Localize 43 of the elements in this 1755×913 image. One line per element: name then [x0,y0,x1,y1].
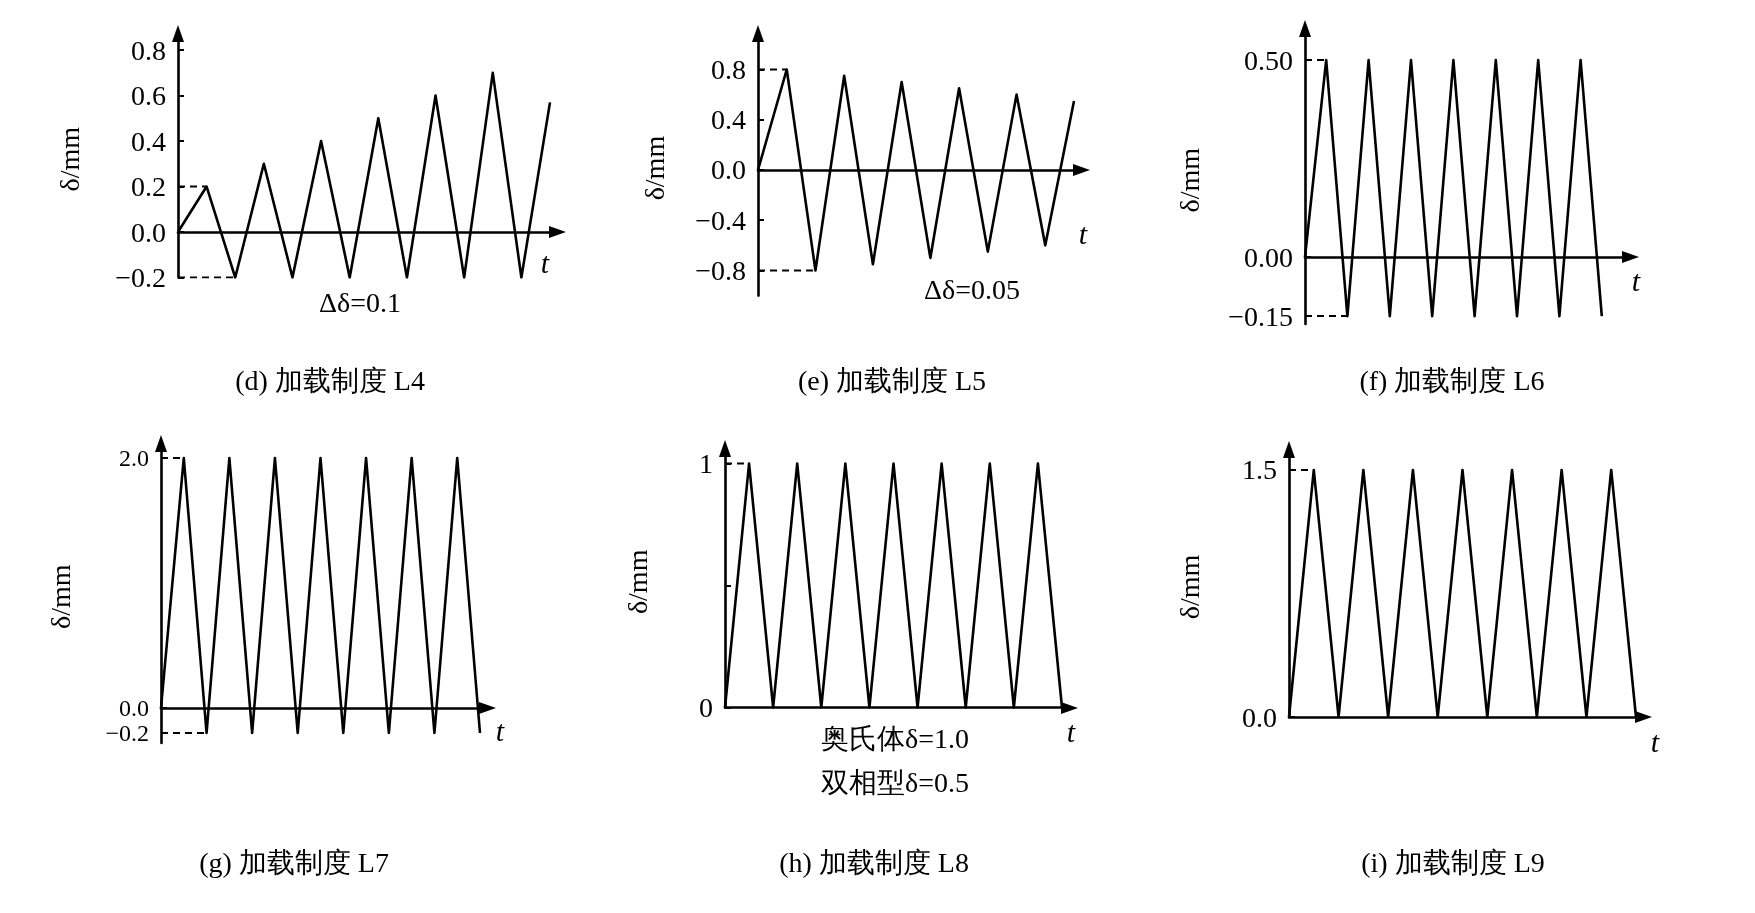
text: Δδ=0.1 [319,286,401,318]
y-tick-label: 0 [699,692,713,723]
y-tick-label: −0.15 [1228,300,1293,332]
text: (f) 加载制度 L6 [1359,364,1545,396]
y-tick-label: 0.0 [131,216,166,248]
y-axis-title: δ/mm [1173,554,1205,620]
y-tick-label: 0.8 [131,34,166,66]
text: (g) 加载制度 L7 [199,846,389,878]
y-tick-label: 0.8 [711,53,746,85]
x-axis-title: t [1078,216,1088,250]
y-tick-label: 0.4 [711,104,746,136]
y-tick-label: −0.2 [105,720,149,746]
text: 双相型δ=0.5 [821,766,969,798]
text: (d) 加载制度 L4 [235,364,425,396]
y-tick-label: 1.5 [1242,454,1277,486]
annotation: Δδ=0.05 [924,273,1020,305]
y-tick-label: 2.0 [119,445,149,471]
y-tick-label: 0.50 [1244,44,1293,76]
y-tick-label: 0.4 [131,125,166,157]
text: 奥氏体δ=1.0 [821,722,969,754]
y-tick-label: 0.0 [119,695,149,721]
y-axis-title: δ/mm [621,549,653,615]
y-tick-label: 0.2 [131,171,166,203]
x-axis-title: t [1631,263,1641,297]
y-tick-label: 0.0 [1242,701,1277,733]
y-axis-title: δ/mm [44,564,76,630]
y-tick-label: −0.2 [115,262,166,293]
y-tick-label: 0.0 [711,154,746,186]
y-tick-label: −0.8 [695,254,746,286]
x-axis-title: t [1650,724,1660,758]
y-tick-label: −0.4 [695,204,746,236]
y-axis-title: δ/mm [638,135,670,201]
text: (h) 加载制度 L8 [779,846,969,878]
y-axis-title: δ/mm [53,126,85,192]
y-tick-label: 0.00 [1244,241,1293,273]
y-axis-title: δ/mm [1173,147,1205,213]
y-tick-label: 1 [699,448,713,480]
x-axis-title: t [1066,714,1076,748]
text: (e) 加载制度 L5 [797,364,987,396]
text: (i) 加载制度 L9 [1361,846,1545,878]
y-tick-label: 0.6 [131,80,166,112]
x-axis-title: t [495,713,505,747]
x-axis-title: t [540,245,550,279]
